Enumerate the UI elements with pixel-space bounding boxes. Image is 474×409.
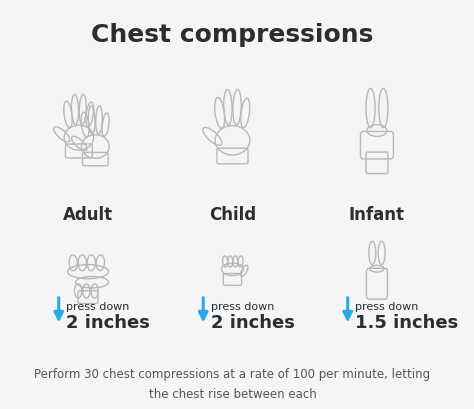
Text: press down: press down [355, 301, 419, 311]
Text: Child: Child [209, 205, 256, 223]
Text: Adult: Adult [63, 205, 113, 223]
Text: press down: press down [66, 301, 129, 311]
Text: Perform 30 chest compressions at a rate of 100 per minute, letting
the chest ris: Perform 30 chest compressions at a rate … [35, 367, 430, 400]
Text: press down: press down [210, 301, 274, 311]
Text: 2 inches: 2 inches [210, 314, 294, 332]
Text: Chest compressions: Chest compressions [91, 23, 374, 47]
Text: 1.5 inches: 1.5 inches [355, 314, 458, 332]
Text: Infant: Infant [349, 205, 405, 223]
Text: 2 inches: 2 inches [66, 314, 150, 332]
